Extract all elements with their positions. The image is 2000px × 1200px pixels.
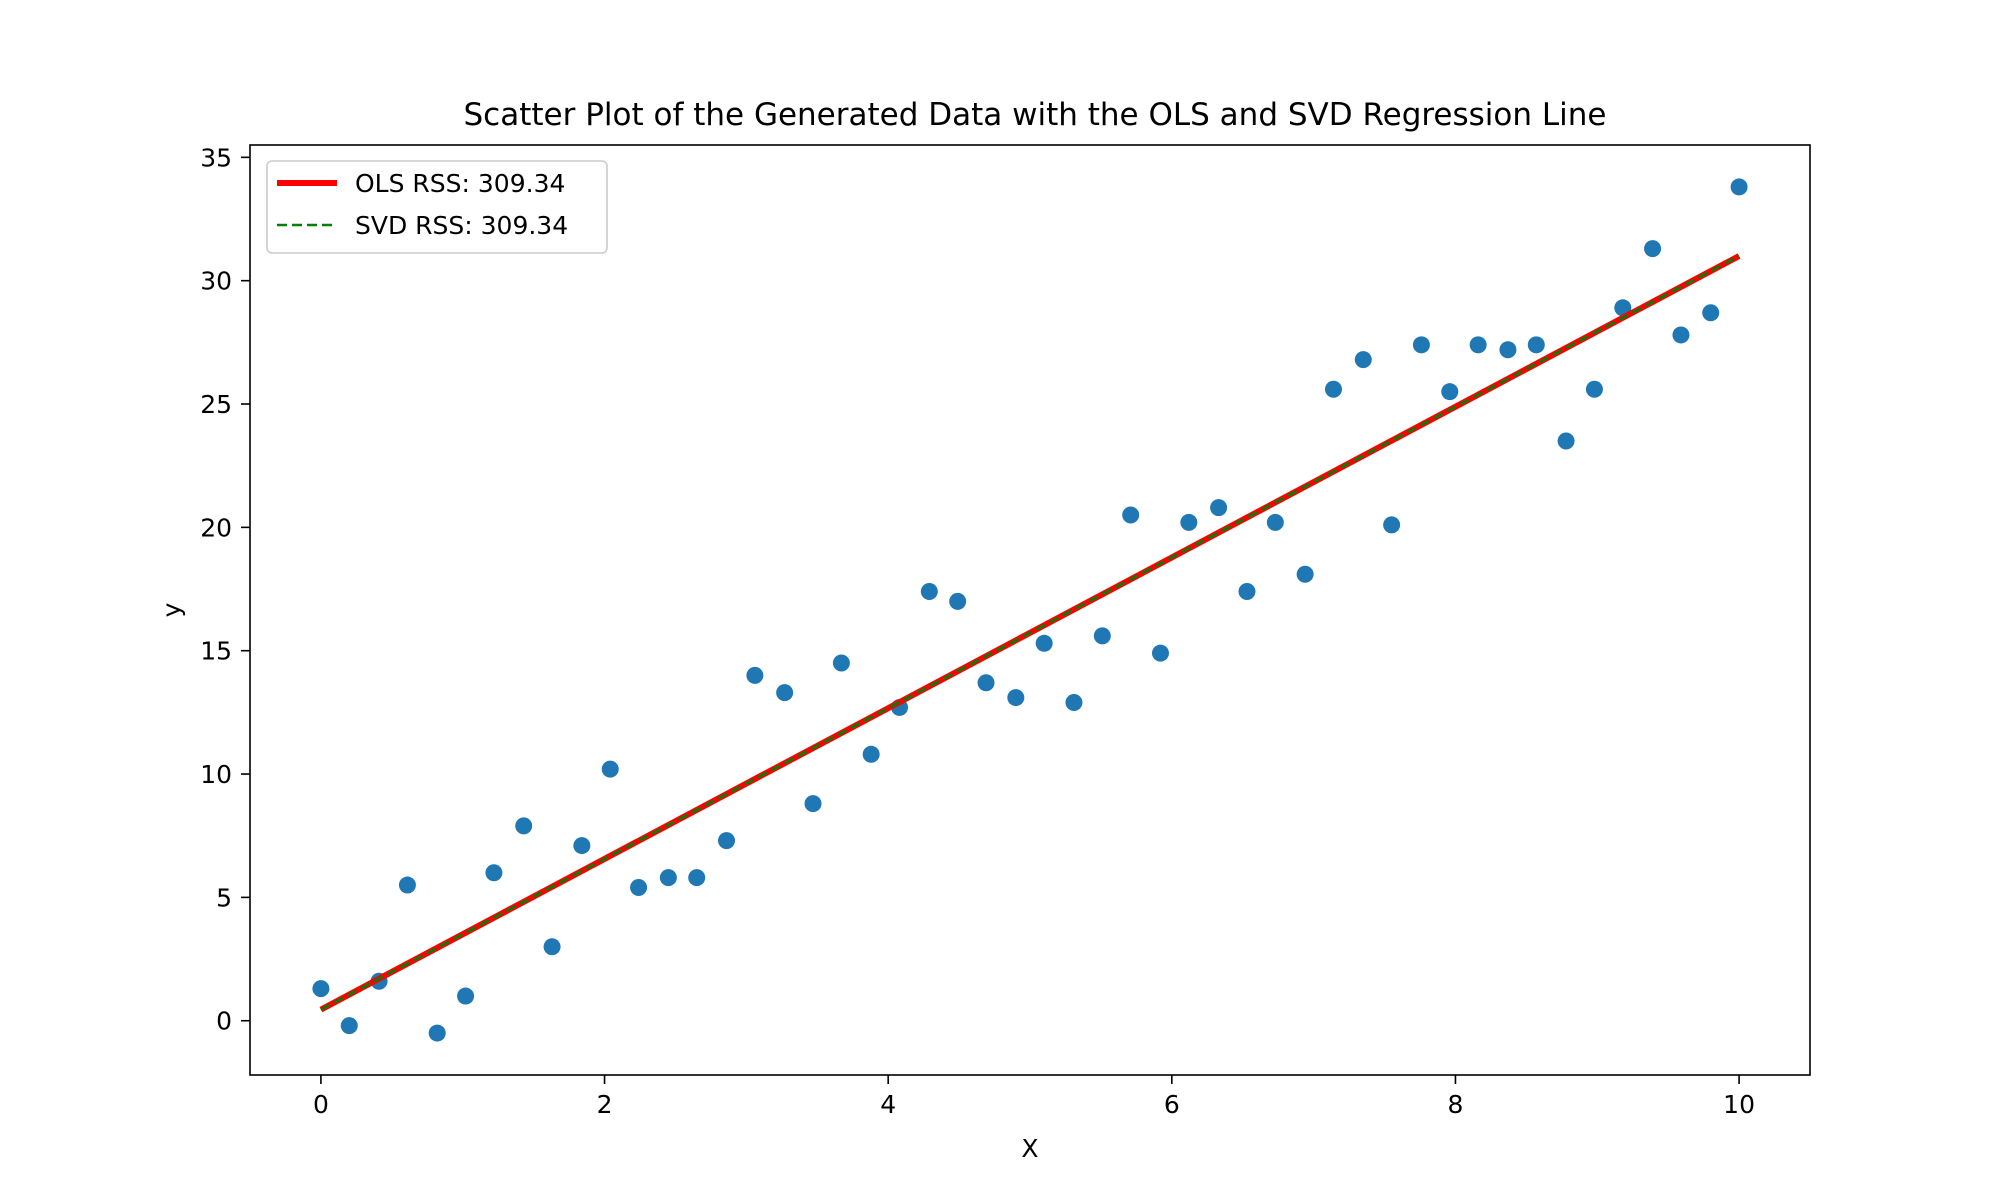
data-point	[573, 837, 591, 855]
data-point	[718, 832, 736, 850]
data-point	[1412, 336, 1430, 354]
data-point	[1702, 304, 1720, 322]
y-tick-label: 15	[200, 637, 232, 666]
y-axis-label: y	[157, 602, 186, 617]
svd-regression-line	[320, 254, 1740, 1011]
data-point	[1266, 513, 1284, 531]
y-tick-label: 0	[216, 1007, 232, 1036]
x-tick-label: 0	[313, 1090, 329, 1119]
data-point	[1238, 582, 1256, 600]
data-point	[746, 666, 764, 684]
data-point	[688, 869, 706, 887]
data-point	[1469, 336, 1487, 354]
data-point	[428, 1024, 446, 1042]
data-point	[1122, 506, 1140, 524]
data-point	[312, 980, 330, 998]
data-point	[977, 674, 995, 692]
y-tick-label: 5	[216, 883, 232, 912]
data-point	[1324, 380, 1342, 398]
data-point	[1035, 634, 1053, 652]
y-tick-label: 35	[200, 143, 232, 172]
data-point	[920, 582, 938, 600]
data-point	[340, 1017, 358, 1035]
legend-label: OLS RSS: 309.34	[355, 169, 565, 198]
axis-ticks: 0 2 4 6 8 10 0 5 10 15 20 25 30 35	[200, 143, 1755, 1119]
data-point	[949, 592, 967, 610]
data-point	[1007, 689, 1025, 707]
data-point	[543, 938, 561, 956]
data-point	[1644, 240, 1662, 258]
data-point	[1210, 499, 1228, 517]
data-point	[630, 879, 648, 897]
data-point	[1730, 178, 1748, 196]
data-point	[1614, 299, 1632, 317]
legend-box	[266, 160, 608, 254]
data-point	[1065, 694, 1083, 712]
axes-frame	[249, 144, 1811, 1076]
data-point	[1672, 326, 1690, 344]
x-tick-label: 2	[597, 1090, 613, 1119]
data-point	[515, 817, 533, 835]
y-tick-label: 10	[200, 760, 232, 789]
data-point	[1093, 627, 1111, 645]
x-tick-label: 8	[1448, 1090, 1464, 1119]
data-point	[804, 795, 822, 813]
data-point	[862, 745, 880, 763]
x-tick-label: 10	[1723, 1090, 1755, 1119]
data-point	[832, 654, 850, 672]
y-tick-label: 30	[200, 267, 232, 296]
y-tick-label: 20	[200, 513, 232, 542]
data-point	[776, 684, 794, 702]
x-tick-label: 4	[880, 1090, 896, 1119]
data-point	[1557, 432, 1575, 450]
x-axis-label: X	[1021, 1134, 1038, 1163]
data-point	[1354, 351, 1372, 369]
data-point	[1527, 336, 1545, 354]
data-point	[485, 864, 503, 882]
data-point	[398, 876, 416, 894]
chart-title: Scatter Plot of the Generated Data with …	[464, 97, 1607, 133]
data-point	[601, 760, 619, 778]
data-point	[1499, 341, 1517, 359]
legend: OLS RSS: 309.34 SVD RSS: 309.34	[266, 160, 608, 254]
data-point	[1180, 513, 1198, 531]
data-point	[1585, 380, 1603, 398]
data-point	[1151, 644, 1169, 662]
data-point	[1296, 565, 1314, 583]
y-tick-label: 25	[200, 390, 232, 419]
data-point	[659, 869, 677, 887]
x-tick-label: 6	[1164, 1090, 1180, 1119]
legend-label: SVD RSS: 309.34	[355, 211, 568, 240]
data-point	[1441, 383, 1459, 401]
data-point	[457, 987, 475, 1005]
data-point	[1383, 516, 1401, 534]
plot-area	[312, 178, 1748, 1042]
